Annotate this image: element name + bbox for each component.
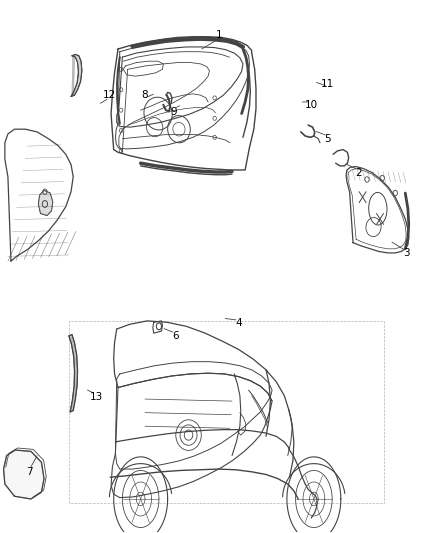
Polygon shape	[69, 335, 78, 412]
Text: 8: 8	[142, 90, 148, 100]
Text: 2: 2	[355, 168, 362, 177]
Polygon shape	[39, 190, 53, 215]
Text: 13: 13	[90, 392, 103, 402]
Text: 12: 12	[102, 90, 116, 100]
Text: 10: 10	[305, 100, 318, 110]
Text: 5: 5	[325, 134, 331, 144]
Polygon shape	[71, 54, 82, 96]
Text: 4: 4	[235, 318, 242, 328]
Text: 7: 7	[26, 467, 33, 477]
Text: 1: 1	[215, 30, 223, 41]
Text: 11: 11	[321, 79, 335, 90]
Polygon shape	[4, 450, 44, 499]
Text: 9: 9	[170, 107, 177, 117]
Text: 3: 3	[403, 248, 410, 258]
Text: 6: 6	[172, 331, 179, 341]
